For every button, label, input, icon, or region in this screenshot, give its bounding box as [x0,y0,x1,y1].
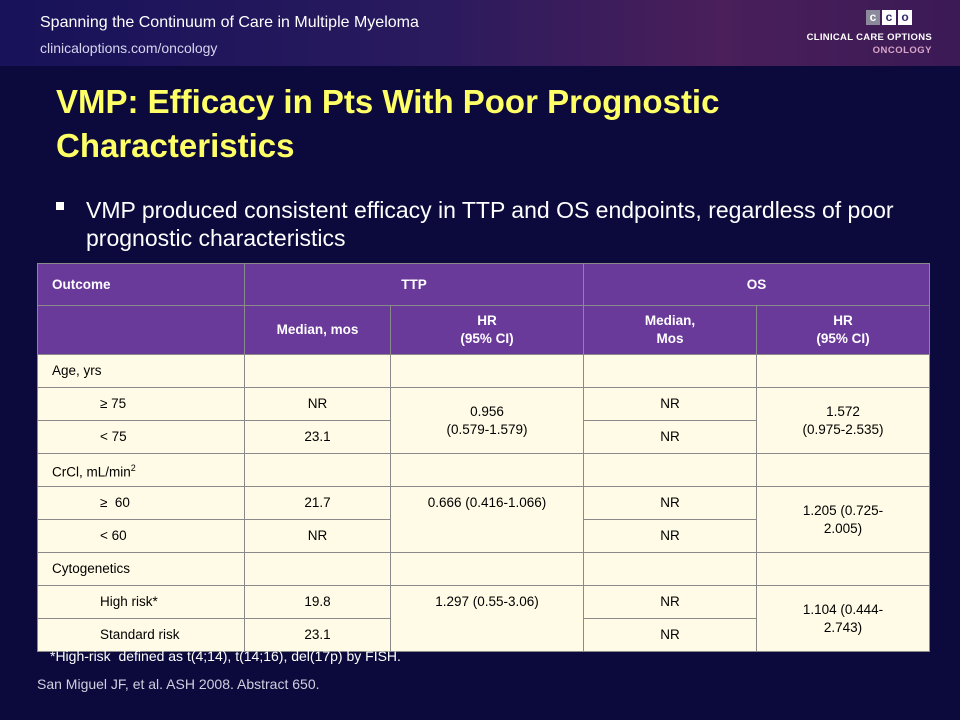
os-hr-cell: 1.205 (0.725- 2.005) [755,486,931,553]
ttp-median-cell: NR [244,387,391,421]
group-label-cell: CrCl, mL/min2 [37,453,245,487]
logo-box: c [882,10,896,25]
empty-cell [244,354,391,388]
header-bar: Spanning the Continuum of Care in Multip… [0,0,960,66]
group-row: Cytogenetics [37,552,931,586]
os-median-cell: NR [583,519,757,553]
group-row: CrCl, mL/min2 [37,453,931,487]
header-ttp-hr: HR (95% CI) [390,305,584,355]
empty-cell [390,354,584,388]
os-median-cell: NR [583,420,757,454]
empty-cell [583,453,757,487]
bullet-square-icon [56,202,64,210]
table-row: < 75 23.1 NR [37,420,930,454]
slide-title: VMP: Efficacy in Pts With Poor Prognosti… [56,83,720,164]
empty-cell [755,354,931,388]
os-median-cell: NR [583,585,757,619]
row-label: ≥ 75 [37,387,245,421]
table-footnote: *High-risk defined as t(4;14), t(14;16),… [50,648,401,664]
header-os: OS [582,263,931,306]
group-label: Cytogenetics [37,552,245,586]
table-row: High risk* 19.8 1.297 (0.55-3.06) NR 1.1… [37,585,931,652]
logo-boxes: c c o [866,10,912,25]
row-label: Standard risk [37,618,245,652]
header-os-median: Median, Mos [583,305,757,355]
group-label: CrCl, mL/min [52,464,131,480]
header-outcome: Outcome [37,263,245,306]
logo-box: c [866,10,880,25]
os-median-cell: NR [583,387,757,421]
header-ttp-median: Median, mos [244,305,391,355]
table-row: Standard risk 23.1 NR [37,618,930,652]
table-row: ≥ 60 21.7 0.666 (0.416-1.066) NR 1.205 (… [37,486,931,553]
empty-cell [755,453,931,487]
empty-cell [755,552,931,586]
empty-cell [390,453,584,487]
empty-cell [390,552,584,586]
logo-subtext: ONCOLOGY [872,45,932,56]
header-ttp: TTP [244,263,584,306]
table-row: < 60 NR NR [37,519,930,553]
header-os-hr: HR (95% CI) [755,305,931,355]
bullet-text: VMP produced consistent efficacy in TTP … [86,197,894,251]
ttp-median-cell: 19.8 [244,585,391,619]
row-label: < 60 [37,519,245,553]
ttp-hr-cell: 0.956 (0.579-1.579) [390,387,584,454]
row-label: ≥ 60 [37,486,245,520]
empty-cell [583,552,757,586]
empty-cell [583,354,757,388]
os-hr-cell: 1.104 (0.444- 2.743) [755,585,931,652]
logo-box: o [898,10,912,25]
efficacy-table: Outcome TTP OS Median, mos HR (95% CI) M… [37,263,931,652]
row-label: < 75 [37,420,245,454]
ttp-hr-cell: 1.297 (0.55-3.06) [390,585,584,652]
os-hr-cell: 1.572 (0.975-2.535) [755,387,931,454]
ttp-median-cell: 23.1 [244,420,391,454]
header-title: Spanning the Continuum of Care in Multip… [40,14,419,31]
cco-logo: c c o CLINICAL CARE OPTIONS ONCOLOGY [792,8,942,62]
ttp-median-cell: NR [244,519,391,553]
os-median-cell: NR [583,618,757,652]
citation: San Miguel JF, et al. ASH 2008. Abstract… [37,676,320,692]
row-label: High risk* [37,585,245,619]
os-median-cell: NR [583,486,757,520]
group-label-superscript: 2 [130,462,136,473]
logo-text: CLINICAL CARE OPTIONS [806,32,932,43]
empty-cell [244,552,391,586]
header-url[interactable]: clinicaloptions.com/oncology [40,40,218,56]
group-label: Age, yrs [37,354,245,388]
table-subheader-row: Median, mos HR (95% CI) Median, Mos HR (… [37,305,931,355]
ttp-median-cell: 21.7 [244,486,391,520]
ttp-median-cell: 23.1 [244,618,391,652]
group-row: Age, yrs [37,354,931,388]
empty-cell [244,453,391,487]
ttp-hr-cell: 0.666 (0.416-1.066) [390,486,584,553]
header-blank [37,305,245,355]
table-header-row: Outcome TTP OS [37,263,931,306]
table-row: ≥ 75 NR 0.956 (0.579-1.579) NR 1.572 (0.… [37,387,931,454]
